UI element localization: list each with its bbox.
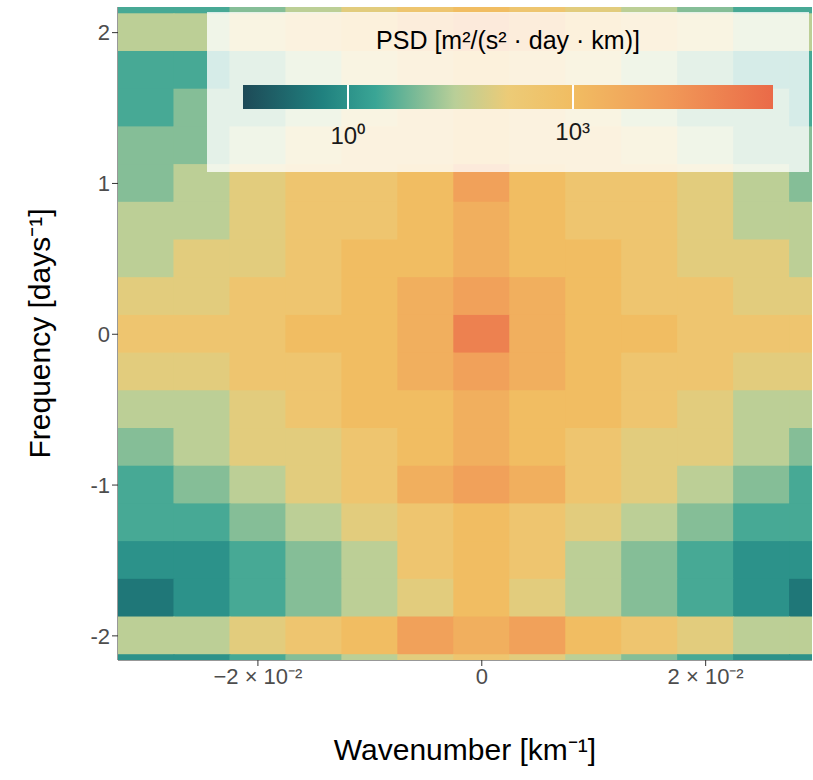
html-text:10⁰: 10⁰ <box>330 122 366 149</box>
svg-text:Frequency [days⁻¹]: Frequency [days⁻¹] <box>23 208 56 458</box>
html-text:10³: 10³ <box>555 118 590 145</box>
svg-text:-1: -1 <box>90 473 110 498</box>
svg-text:0: 0 <box>476 664 488 689</box>
svg-text:−2 × 10⁻²: −2 × 10⁻² <box>213 664 302 689</box>
svg-text:2 × 10⁻²: 2 × 10⁻² <box>668 664 744 689</box>
svg-text:Wavenumber [km⁻¹]: Wavenumber [km⁻¹] <box>334 733 596 766</box>
svg-text:0: 0 <box>98 322 110 347</box>
svg-text:-2: -2 <box>90 624 110 649</box>
svg-text:1: 1 <box>98 171 110 196</box>
svg-text:2: 2 <box>98 20 110 45</box>
html-text:PSD [m²/(s² · day · km)]: PSD [m²/(s² · day · km)] <box>376 26 640 54</box>
